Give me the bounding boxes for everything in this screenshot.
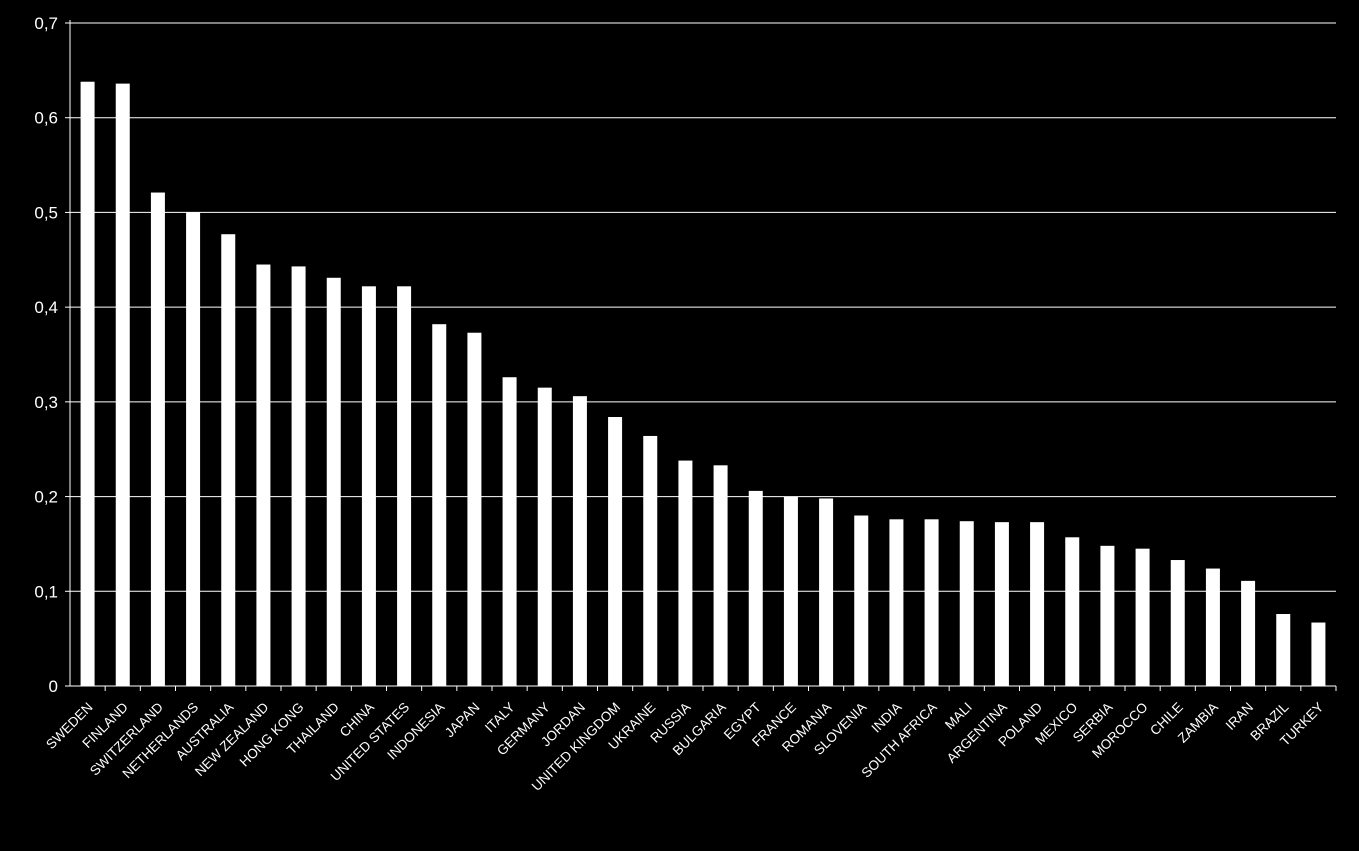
- bar: [397, 286, 412, 686]
- bar: [1276, 614, 1291, 686]
- bar: [994, 522, 1009, 686]
- axes: [65, 20, 1337, 691]
- bar: [80, 81, 95, 687]
- bar: [1170, 560, 1185, 686]
- y-tick-label: 0,6: [34, 109, 58, 128]
- bar: [678, 460, 693, 686]
- bar: [186, 212, 201, 686]
- y-tick-label: 0,5: [34, 203, 58, 222]
- bar: [291, 266, 306, 686]
- bar: [1100, 545, 1115, 686]
- bar: [748, 490, 763, 686]
- bar: [889, 519, 904, 686]
- bar: [1241, 580, 1256, 686]
- bar: [854, 515, 869, 686]
- bar: [572, 396, 587, 686]
- bar: [924, 519, 939, 686]
- bar: [221, 234, 236, 686]
- bar: [256, 264, 271, 686]
- bar: [361, 286, 376, 686]
- bar: [150, 192, 165, 686]
- bar: [819, 498, 834, 686]
- gridlines: [70, 22, 1336, 592]
- bar: [537, 387, 552, 686]
- bar: [643, 435, 658, 686]
- bar: [502, 377, 517, 686]
- bar: [467, 332, 482, 686]
- y-tick-label: 0,1: [34, 582, 58, 601]
- y-tick-labels: 0 0,1 0,2 0,3 0,4 0,5 0,6 0,7: [34, 14, 58, 696]
- bar: [1311, 622, 1326, 686]
- bar: [432, 324, 447, 686]
- bar: [1065, 537, 1080, 686]
- bar: [959, 521, 974, 686]
- bar: [608, 417, 623, 686]
- bar: [326, 277, 341, 686]
- bar: [115, 83, 130, 687]
- bar: [1205, 568, 1220, 686]
- y-tick-label: 0,7: [34, 14, 58, 33]
- y-tick-label: 0,4: [34, 298, 58, 317]
- bars: [80, 81, 1326, 687]
- bar: [713, 465, 728, 686]
- y-tick-label: 0: [49, 677, 58, 696]
- bar: [783, 496, 798, 686]
- bar: [1030, 522, 1045, 686]
- y-tick-label: 0,2: [34, 488, 58, 507]
- bar: [1135, 548, 1150, 686]
- y-tick-label: 0,3: [34, 393, 58, 412]
